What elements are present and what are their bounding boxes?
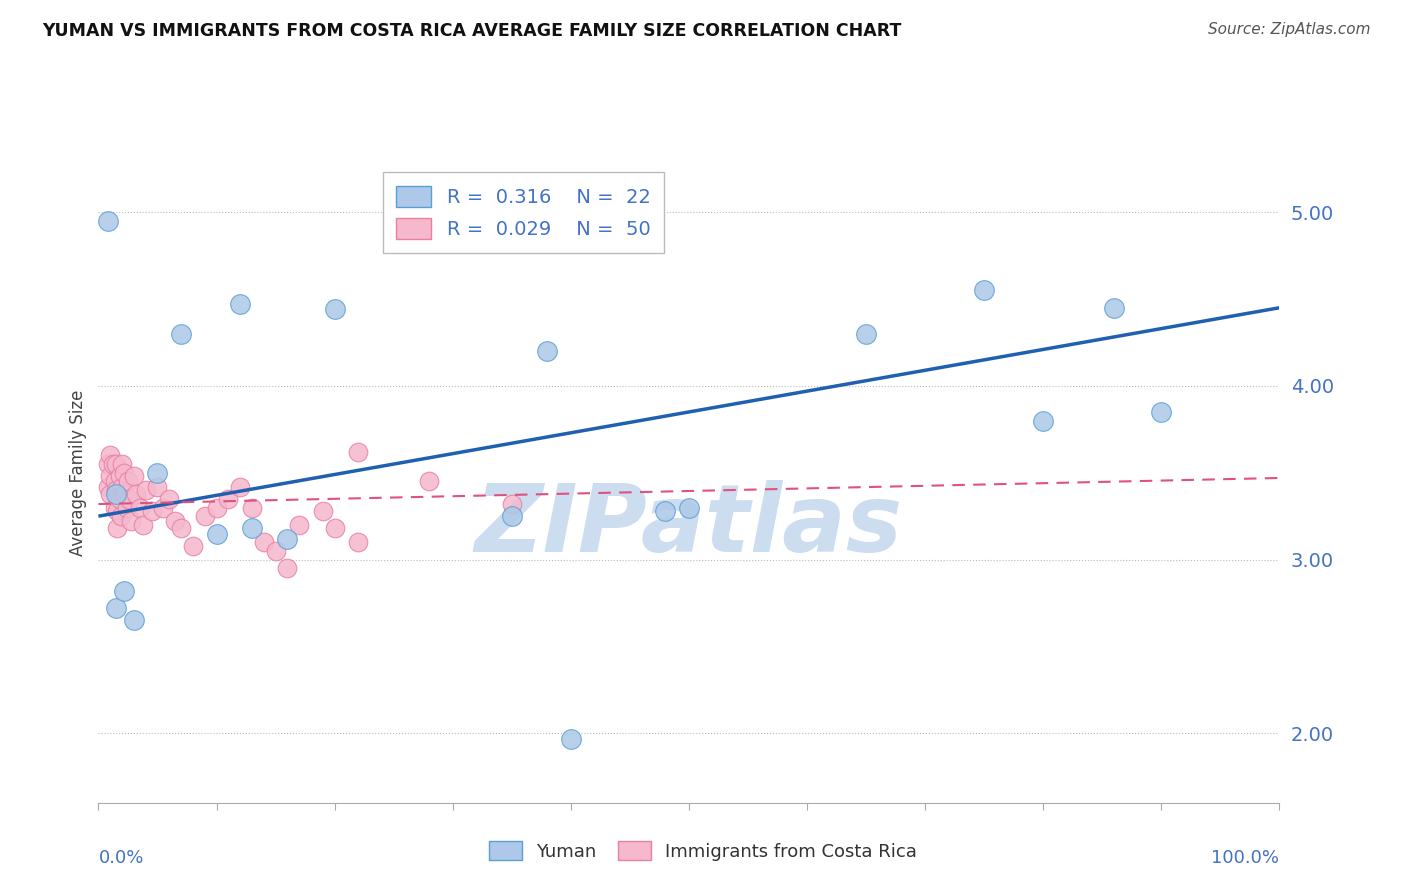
Text: Source: ZipAtlas.com: Source: ZipAtlas.com: [1208, 22, 1371, 37]
Point: [240, 500, 263, 515]
Point: [323, 302, 346, 317]
Point: [105, 521, 128, 535]
Point: [141, 504, 163, 518]
Point: [418, 475, 440, 489]
Point: [111, 480, 134, 494]
Point: [98, 449, 121, 463]
Point: [855, 326, 877, 341]
Point: [112, 466, 135, 480]
Point: [276, 561, 298, 575]
Point: [115, 500, 138, 515]
Point: [112, 583, 135, 598]
Point: [1032, 414, 1054, 428]
Point: [105, 457, 128, 471]
Point: [108, 491, 131, 506]
Point: [146, 466, 169, 480]
Point: [157, 491, 180, 506]
Point: [101, 457, 124, 471]
Point: [536, 344, 558, 359]
Legend: R =  0.316    N =  22, R =  0.029    N =  50: R = 0.316 N = 22, R = 0.029 N = 50: [382, 172, 665, 252]
Point: [205, 526, 228, 541]
Point: [181, 539, 204, 553]
Point: [347, 535, 370, 549]
Point: [118, 491, 141, 506]
Text: 0.0%: 0.0%: [98, 849, 143, 867]
Point: [288, 517, 311, 532]
Point: [105, 601, 128, 615]
Point: [105, 504, 128, 518]
Point: [194, 509, 217, 524]
Point: [323, 521, 346, 535]
Point: [125, 486, 148, 500]
Point: [229, 480, 252, 494]
Point: [104, 475, 127, 489]
Text: 100.0%: 100.0%: [1212, 849, 1279, 867]
Point: [1150, 405, 1173, 419]
Y-axis label: Average Family Size: Average Family Size: [69, 390, 87, 556]
Point: [347, 445, 370, 459]
Point: [170, 521, 193, 535]
Point: [229, 297, 252, 311]
Point: [217, 491, 239, 506]
Point: [121, 515, 143, 529]
Point: [110, 509, 132, 524]
Point: [112, 486, 135, 500]
Point: [132, 517, 155, 532]
Point: [105, 483, 128, 497]
Point: [111, 457, 134, 471]
Point: [678, 500, 700, 515]
Point: [98, 469, 121, 483]
Point: [240, 521, 263, 535]
Point: [97, 480, 120, 494]
Point: [973, 284, 995, 298]
Legend: Yuman, Immigrants from Costa Rica: Yuman, Immigrants from Costa Rica: [479, 832, 927, 870]
Point: [108, 469, 131, 483]
Point: [170, 326, 193, 341]
Point: [104, 500, 127, 515]
Point: [97, 214, 120, 228]
Point: [128, 500, 150, 515]
Point: [98, 486, 121, 500]
Point: [312, 504, 335, 518]
Point: [146, 480, 169, 494]
Point: [560, 731, 582, 746]
Text: YUMAN VS IMMIGRANTS FROM COSTA RICA AVERAGE FAMILY SIZE CORRELATION CHART: YUMAN VS IMMIGRANTS FROM COSTA RICA AVER…: [42, 22, 901, 40]
Point: [122, 614, 145, 628]
Point: [276, 532, 298, 546]
Point: [501, 509, 523, 524]
Point: [122, 469, 145, 483]
Point: [205, 500, 228, 515]
Point: [105, 486, 128, 500]
Point: [501, 497, 523, 511]
Point: [97, 457, 120, 471]
Point: [654, 504, 676, 518]
Text: ZIPatlas: ZIPatlas: [475, 480, 903, 572]
Point: [117, 475, 139, 489]
Point: [152, 500, 174, 515]
Point: [1102, 301, 1125, 315]
Point: [264, 544, 287, 558]
Point: [253, 535, 276, 549]
Point: [135, 483, 157, 497]
Point: [165, 515, 187, 529]
